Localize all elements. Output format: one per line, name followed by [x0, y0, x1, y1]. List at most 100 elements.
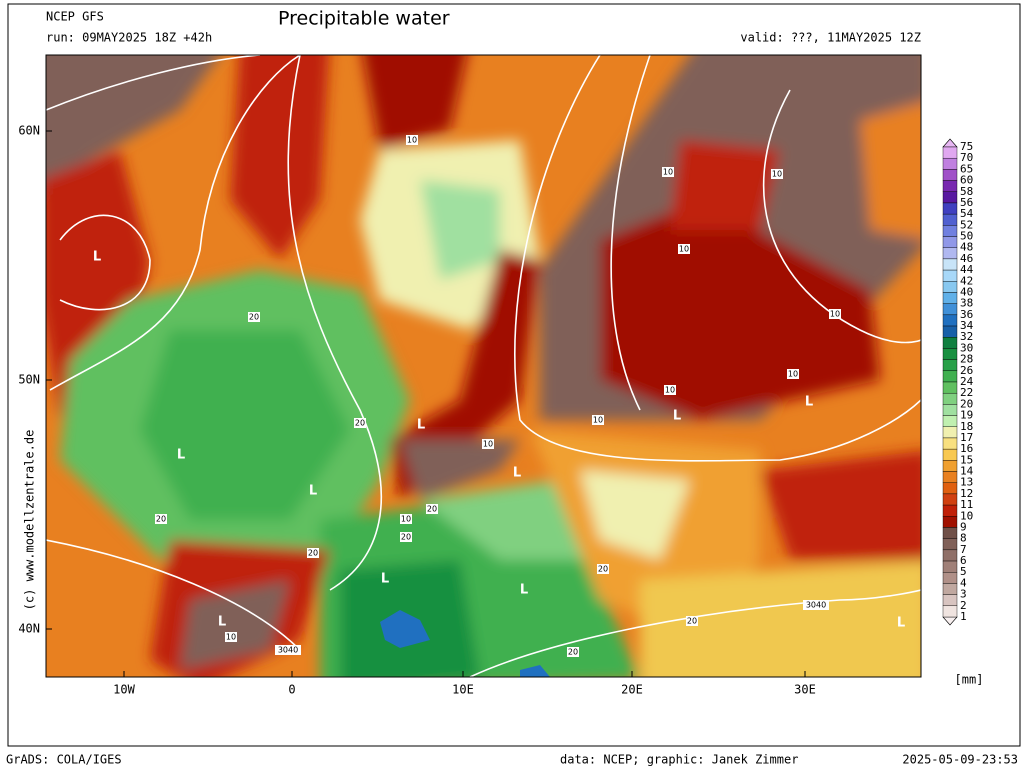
colorbar-box: [942, 493, 958, 506]
lake-shape: [380, 610, 430, 648]
contour-label: 20: [568, 648, 578, 657]
colorbar-label: 75: [960, 140, 973, 153]
colorbar-label: 10: [960, 509, 973, 522]
valid-info: valid: ???, 11MAY2025 12Z: [740, 31, 921, 45]
colorbar-arrow-top: [942, 138, 958, 148]
colorbar-box: [942, 348, 958, 360]
low-pressure-label: L: [93, 250, 101, 265]
contour-label: 20: [427, 505, 437, 514]
colorbar-label: 70: [960, 151, 973, 164]
colorbar-label: 9: [960, 520, 967, 533]
contour-label-bg: [662, 167, 674, 177]
contour-label: 10: [401, 515, 411, 524]
model-name: NCEP GFS: [46, 10, 104, 24]
contour-label-bg: [406, 135, 418, 145]
map-border: [45, 54, 922, 678]
colorbar-box: [942, 359, 958, 372]
contour-label: 20: [308, 549, 318, 558]
colorbar-label: 5: [960, 565, 967, 578]
colorbar-label: 40: [960, 285, 973, 298]
footer-software: GrADS: COLA/IGES: [6, 753, 122, 767]
colorbar-box: [942, 460, 958, 472]
colorbar-label: 12: [960, 487, 973, 500]
colorbar-box: [942, 392, 958, 405]
colorbar-label: 46: [960, 252, 973, 265]
colorbar-label: 52: [960, 218, 973, 231]
colorbar-box: [942, 437, 958, 450]
colorbar-box: [942, 482, 958, 495]
colorbar-box: [942, 337, 958, 349]
credit: (c) www.modellzentrale.de: [23, 430, 37, 611]
contour-label: 10: [407, 136, 417, 145]
contour-label-bg: [400, 514, 412, 524]
low-pressure-label: L: [177, 448, 185, 463]
colorbar-box: [942, 157, 958, 170]
colorbar-label: 22: [960, 386, 973, 399]
colorbar-label: 60: [960, 174, 973, 187]
low-pressure-label: L: [381, 572, 389, 587]
contour-label: 20: [598, 565, 608, 574]
lon-label: 30E: [794, 683, 816, 697]
colorbar-box: [942, 415, 958, 427]
contour-label: 10: [788, 370, 798, 379]
colorbar-box: [942, 549, 958, 562]
contour-label: 20: [401, 533, 411, 542]
title: Precipitable water: [278, 8, 450, 30]
lon-label: 20E: [621, 683, 643, 697]
colorbar-box: [942, 572, 958, 584]
colorbar-box: [942, 527, 958, 539]
colorbar-label: 50: [960, 230, 973, 243]
low-pressure-label: L: [218, 615, 226, 630]
contour-label-bg: [275, 645, 301, 655]
colorbar-label: 28: [960, 353, 973, 366]
contour-label-bg: [597, 564, 609, 574]
colorbar-label: 42: [960, 274, 973, 287]
colorbar-box: [942, 247, 958, 260]
lon-label: 10E: [452, 683, 474, 697]
colorbar-box: [942, 303, 958, 316]
contour-label: 20: [249, 313, 259, 322]
colorbar-label: 58: [960, 185, 973, 198]
colorbar-label: 30: [960, 341, 973, 354]
contour-label-bg: [678, 244, 690, 254]
lon-label: 0: [288, 683, 295, 697]
low-pressure-label: L: [805, 395, 813, 410]
colorbar-label: 54: [960, 207, 974, 220]
colorbar-label: 16: [960, 442, 973, 455]
contour-label-bg: [482, 439, 494, 449]
colorbar-box: [942, 381, 958, 394]
colorbar-box: [942, 269, 958, 282]
colorbar-box: [942, 426, 958, 439]
colorbar-box: [942, 605, 958, 618]
colorbar-box: [942, 281, 958, 293]
contour-label-bg: [686, 616, 698, 626]
colorbar-label: 65: [960, 162, 973, 175]
contour-label-bg: [787, 369, 799, 379]
colorbar-label: 3: [960, 588, 967, 601]
colorbar-box: [942, 404, 958, 416]
contour-label-bg: [225, 632, 237, 642]
colorbar-label: 48: [960, 241, 973, 254]
colorbar-box: [942, 471, 958, 483]
colorbar-box: [942, 225, 958, 237]
colorbar-label: 32: [960, 330, 973, 343]
contour-label: 10: [830, 310, 840, 319]
colorbar-box: [942, 180, 958, 192]
lat-label: 50N: [18, 373, 40, 387]
contour-label-bg: [426, 504, 438, 514]
lake-shape: [520, 665, 550, 677]
colorbar-label: 18: [960, 420, 973, 433]
colorbar-label: 15: [960, 453, 973, 466]
colorbar-label: 36: [960, 308, 973, 321]
colorbar-box: [942, 292, 958, 304]
colorbar-box: [942, 314, 958, 327]
colorbar-label: 8: [960, 532, 967, 545]
contour-label-bg: [803, 600, 829, 610]
colorbar: 7570656058565452504846444240383634323028…: [942, 138, 974, 626]
colorbar-label: 38: [960, 297, 973, 310]
contour-label: 10: [593, 416, 603, 425]
colorbar-label: 6: [960, 554, 967, 567]
contour-label: 10: [679, 245, 689, 254]
lat-label: 40N: [18, 622, 40, 636]
